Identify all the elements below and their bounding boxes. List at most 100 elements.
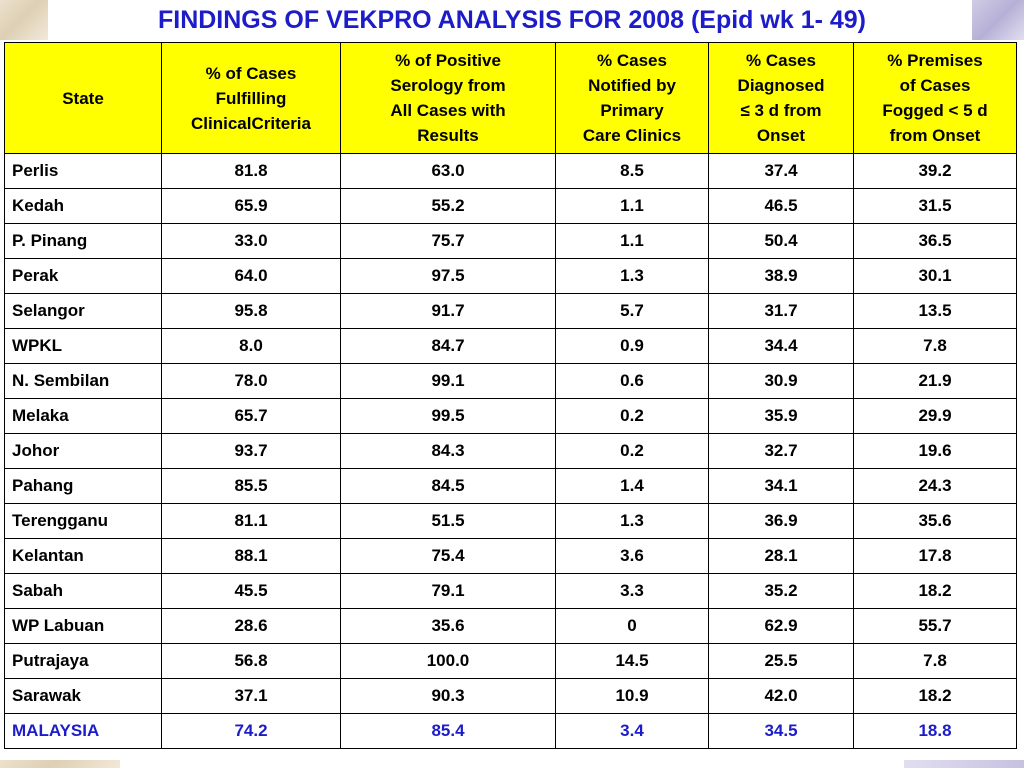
fogged-cell: 31.5 bbox=[853, 188, 1017, 224]
positive-serology-cell: 99.5 bbox=[340, 398, 556, 434]
state-cell: Terengganu bbox=[4, 503, 162, 539]
primary-care-cell: 0.9 bbox=[555, 328, 709, 364]
diagnosed-cell: 25.5 bbox=[708, 643, 854, 679]
fogged-cell: 35.6 bbox=[853, 503, 1017, 539]
clinical-criteria-cell: 78.0 bbox=[161, 363, 341, 399]
primary-care-cell: 0.2 bbox=[555, 433, 709, 469]
table-row: Melaka 65.7 99.5 0.2 35.9 29.9 bbox=[4, 398, 1017, 434]
clinical-criteria-cell: 8.0 bbox=[161, 328, 341, 364]
page-title: FINDINGS OF VEKPRO ANALYSIS FOR 2008 (Ep… bbox=[157, 6, 867, 34]
fogged-cell: 29.9 bbox=[853, 398, 1017, 434]
primary-care-cell: 1.4 bbox=[555, 468, 709, 504]
clinical-criteria-cell: 65.7 bbox=[161, 398, 341, 434]
state-cell: P. Pinang bbox=[4, 223, 162, 259]
fogged-cell: 39.2 bbox=[853, 153, 1017, 189]
table-row: Pahang 85.5 84.5 1.4 34.1 24.3 bbox=[4, 468, 1017, 504]
column-header-positive-serology: % of Positive Serology from All Cases wi… bbox=[340, 42, 556, 154]
primary-care-cell: 1.1 bbox=[555, 188, 709, 224]
diagnosed-cell: 30.9 bbox=[708, 363, 854, 399]
clinical-criteria-cell: 74.2 bbox=[161, 713, 341, 749]
state-cell: Kelantan bbox=[4, 538, 162, 574]
primary-care-cell: 5.7 bbox=[555, 293, 709, 329]
state-cell: N. Sembilan bbox=[4, 363, 162, 399]
clinical-criteria-cell: 85.5 bbox=[161, 468, 341, 504]
table-row: WPKL 8.0 84.7 0.9 34.4 7.8 bbox=[4, 328, 1017, 364]
table-row: N. Sembilan 78.0 99.1 0.6 30.9 21.9 bbox=[4, 363, 1017, 399]
fogged-cell: 30.1 bbox=[853, 258, 1017, 294]
clinical-criteria-cell: 93.7 bbox=[161, 433, 341, 469]
findings-table: State % of Cases Fulfilling ClinicalCrit… bbox=[4, 42, 1017, 749]
positive-serology-cell: 97.5 bbox=[340, 258, 556, 294]
fogged-cell: 13.5 bbox=[853, 293, 1017, 329]
diagnosed-cell: 36.9 bbox=[708, 503, 854, 539]
state-cell: Sarawak bbox=[4, 678, 162, 714]
table-body: Perlis 81.8 63.0 8.5 37.4 39.2 Kedah 65.9 55.2 1.… bbox=[4, 153, 1017, 749]
diagnosed-cell: 42.0 bbox=[708, 678, 854, 714]
clinical-criteria-cell: 56.8 bbox=[161, 643, 341, 679]
positive-serology-cell: 91.7 bbox=[340, 293, 556, 329]
primary-care-cell: 3.3 bbox=[555, 573, 709, 609]
diagnosed-cell: 34.1 bbox=[708, 468, 854, 504]
table-row: Selangor 95.8 91.7 5.7 31.7 13.5 bbox=[4, 293, 1017, 329]
fogged-cell: 18.2 bbox=[853, 678, 1017, 714]
positive-serology-cell: 100.0 bbox=[340, 643, 556, 679]
primary-care-cell: 1.1 bbox=[555, 223, 709, 259]
table-row: Kelantan 88.1 75.4 3.6 28.1 17.8 bbox=[4, 538, 1017, 574]
column-header-fogged: % Premises of Cases Fogged < 5 d from On… bbox=[853, 42, 1017, 154]
fogged-cell: 18.2 bbox=[853, 573, 1017, 609]
column-header-primary-care: % Cases Notified by Primary Care Clinics bbox=[555, 42, 709, 154]
clinical-criteria-cell: 28.6 bbox=[161, 608, 341, 644]
fogged-cell: 55.7 bbox=[853, 608, 1017, 644]
clinical-criteria-cell: 64.0 bbox=[161, 258, 341, 294]
corner-decoration bbox=[904, 760, 1024, 768]
corner-decoration bbox=[972, 0, 1024, 40]
clinical-criteria-cell: 45.5 bbox=[161, 573, 341, 609]
state-cell: Putrajaya bbox=[4, 643, 162, 679]
primary-care-cell: 0.2 bbox=[555, 398, 709, 434]
diagnosed-cell: 31.7 bbox=[708, 293, 854, 329]
fogged-cell: 24.3 bbox=[853, 468, 1017, 504]
table-row: Perak 64.0 97.5 1.3 38.9 30.1 bbox=[4, 258, 1017, 294]
clinical-criteria-cell: 88.1 bbox=[161, 538, 341, 574]
primary-care-cell: 3.4 bbox=[555, 713, 709, 749]
positive-serology-cell: 85.4 bbox=[340, 713, 556, 749]
state-cell: MALAYSIA bbox=[4, 713, 162, 749]
table-row: Sabah 45.5 79.1 3.3 35.2 18.2 bbox=[4, 573, 1017, 609]
primary-care-cell: 14.5 bbox=[555, 643, 709, 679]
primary-care-cell: 0 bbox=[555, 608, 709, 644]
diagnosed-cell: 46.5 bbox=[708, 188, 854, 224]
positive-serology-cell: 99.1 bbox=[340, 363, 556, 399]
positive-serology-cell: 84.3 bbox=[340, 433, 556, 469]
diagnosed-cell: 35.2 bbox=[708, 573, 854, 609]
positive-serology-cell: 90.3 bbox=[340, 678, 556, 714]
table-row: Johor 93.7 84.3 0.2 32.7 19.6 bbox=[4, 433, 1017, 469]
clinical-criteria-cell: 81.8 bbox=[161, 153, 341, 189]
primary-care-cell: 8.5 bbox=[555, 153, 709, 189]
table-row: Putrajaya 56.8 100.0 14.5 25.5 7.8 bbox=[4, 643, 1017, 679]
state-cell: Perak bbox=[4, 258, 162, 294]
primary-care-cell: 1.3 bbox=[555, 503, 709, 539]
fogged-cell: 7.8 bbox=[853, 328, 1017, 364]
positive-serology-cell: 79.1 bbox=[340, 573, 556, 609]
fogged-cell: 19.6 bbox=[853, 433, 1017, 469]
diagnosed-cell: 50.4 bbox=[708, 223, 854, 259]
state-cell: WP Labuan bbox=[4, 608, 162, 644]
diagnosed-cell: 62.9 bbox=[708, 608, 854, 644]
fogged-cell: 21.9 bbox=[853, 363, 1017, 399]
primary-care-cell: 1.3 bbox=[555, 258, 709, 294]
positive-serology-cell: 84.5 bbox=[340, 468, 556, 504]
diagnosed-cell: 34.4 bbox=[708, 328, 854, 364]
positive-serology-cell: 84.7 bbox=[340, 328, 556, 364]
state-cell: WPKL bbox=[4, 328, 162, 364]
total-row: MALAYSIA 74.2 85.4 3.4 34.5 18.8 bbox=[4, 713, 1017, 749]
state-cell: Selangor bbox=[4, 293, 162, 329]
state-cell: Pahang bbox=[4, 468, 162, 504]
diagnosed-cell: 34.5 bbox=[708, 713, 854, 749]
clinical-criteria-cell: 95.8 bbox=[161, 293, 341, 329]
positive-serology-cell: 75.7 bbox=[340, 223, 556, 259]
fogged-cell: 17.8 bbox=[853, 538, 1017, 574]
column-header-diagnosed: % Cases Diagnosed ≤ 3 d from Onset bbox=[708, 42, 854, 154]
column-header-state: State bbox=[4, 42, 162, 154]
header-row: State % of Cases Fulfilling ClinicalCrit… bbox=[4, 42, 1017, 154]
table-row: Sarawak 37.1 90.3 10.9 42.0 18.2 bbox=[4, 678, 1017, 714]
